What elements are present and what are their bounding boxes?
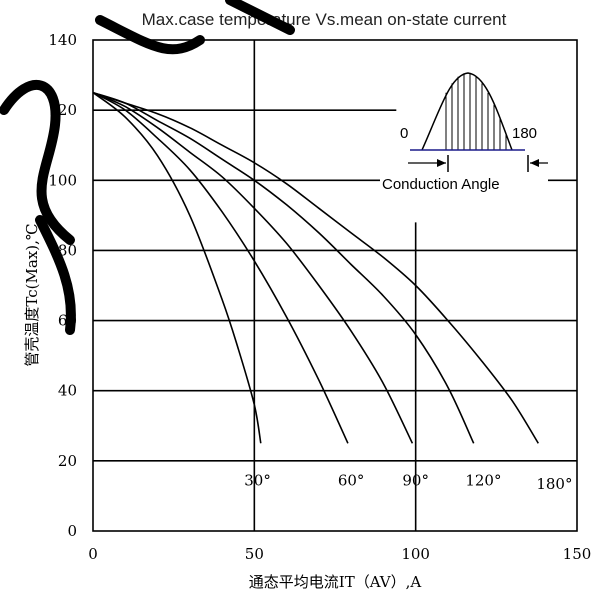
series-label: 90° [402,471,429,489]
y-tick-label: 0 [67,522,77,540]
y-axis-label: 管壳温度Tc(Max),℃ [23,223,41,366]
inset-hatch [445,73,507,150]
inset-label-end: 180 [512,125,537,142]
y-tick-label: 140 [48,31,77,49]
inset-caption-bg [380,172,548,192]
watermark [0,0,295,335]
inset-arrowhead-right [530,159,539,167]
conduction-angle-inset: 0 180 Conduction Angle [380,72,548,193]
y-tick-label: 40 [58,382,77,400]
series-line-2 [92,91,414,444]
x-axis-label: 通态平均电流IT（AV）,A [249,573,422,591]
inset-caption: Conduction Angle [382,176,500,193]
x-tick-label: 100 [401,545,430,563]
y-tick-label: 100 [48,171,77,189]
series-label: 180° [536,475,572,493]
series-line-1 [92,91,349,444]
curves [92,91,539,444]
chart-title: Max.case temperature Vs.mean on-state cu… [142,10,507,29]
inset-half-sine [421,72,513,151]
y-tick-label: 80 [58,241,77,259]
grid [93,40,577,531]
series-line-0 [92,91,262,444]
x-tick-label: 50 [245,545,264,563]
inset-label-start: 0 [400,125,408,142]
x-tick-label: 0 [88,545,98,563]
series-label: 30° [244,471,271,489]
plot-frame [92,39,578,532]
series-labels: 30° 60° 90° 120° 180° [244,471,572,493]
series-line-4 [92,91,539,444]
y-tick-label: 20 [58,452,77,470]
series-label: 60° [338,471,365,489]
inset-arrowhead-left [437,159,446,167]
series-line-3 [92,91,475,444]
x-tick-label: 150 [563,545,592,563]
series-label: 120° [465,471,501,489]
